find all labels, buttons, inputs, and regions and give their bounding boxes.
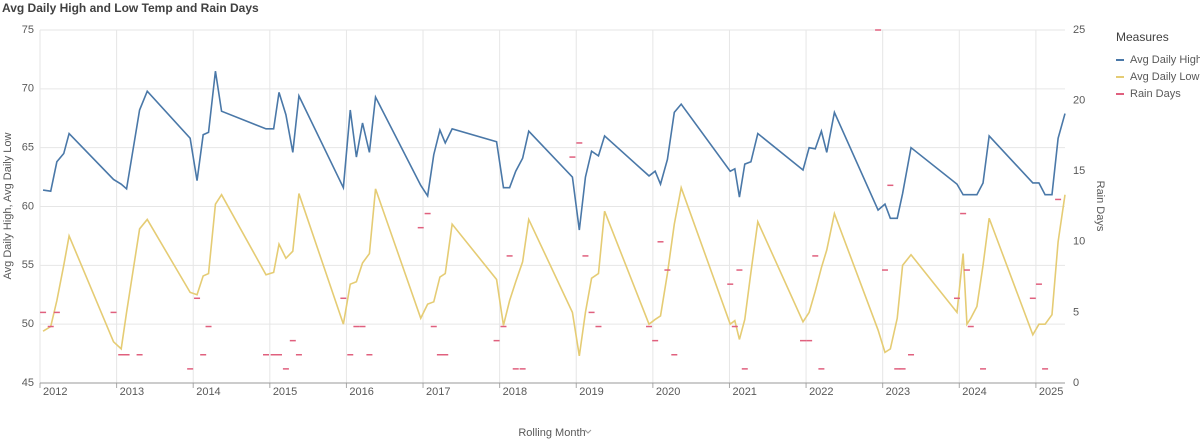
chart-title: Avg Daily High and Low Temp and Rain Day… — [2, 1, 259, 15]
y2-tick-label: 20 — [1073, 95, 1085, 107]
x-tick-label: 2017 — [426, 386, 450, 398]
x-tick-label: 2016 — [349, 386, 373, 398]
y2-axis-label: Rain Days — [1094, 181, 1106, 232]
series-line — [42, 71, 1066, 231]
x-tick-label: 2025 — [1039, 386, 1063, 398]
x-tick-label: 2012 — [43, 386, 67, 398]
x-tick-label: 2022 — [809, 386, 833, 398]
y-tick-label: 45 — [22, 377, 34, 389]
y2-tick-label: 10 — [1073, 236, 1085, 248]
y-tick-label: 65 — [22, 142, 34, 154]
y2-tick-label: 0 — [1073, 377, 1079, 389]
y2-tick-label: 25 — [1073, 24, 1085, 36]
x-tick-label: 2020 — [656, 386, 680, 398]
x-axis-label[interactable]: Rolling Month — [518, 427, 585, 439]
y-tick-label: 55 — [22, 259, 34, 271]
y2-tick-label: 15 — [1073, 165, 1085, 177]
x-tick-label: 2014 — [196, 386, 220, 398]
y-tick-label: 60 — [22, 200, 34, 212]
y-tick-label: 70 — [22, 83, 34, 95]
y-tick-label: 75 — [22, 24, 34, 36]
series-line — [42, 184, 1066, 357]
x-tick-label: 2013 — [120, 386, 144, 398]
x-tick-label: 2019 — [579, 386, 603, 398]
x-tick-label: 2021 — [732, 386, 756, 398]
x-tick-label: 2015 — [273, 386, 297, 398]
legend-label: Avg Daily High — [1130, 54, 1200, 66]
y-tick-label: 50 — [22, 318, 34, 330]
legend-title: Measures — [1116, 30, 1169, 44]
dropdown-chevron[interactable] — [584, 429, 592, 434]
legend-label: Rain Days — [1130, 88, 1181, 100]
y2-tick-label: 5 — [1073, 306, 1079, 318]
legend-label: Avg Daily Low — [1130, 71, 1200, 83]
y-axis-label: Avg Daily High, Avg Daily Low — [2, 132, 14, 279]
x-tick-label: 2018 — [503, 386, 527, 398]
x-tick-label: 2024 — [962, 386, 986, 398]
x-tick-label: 2023 — [886, 386, 910, 398]
